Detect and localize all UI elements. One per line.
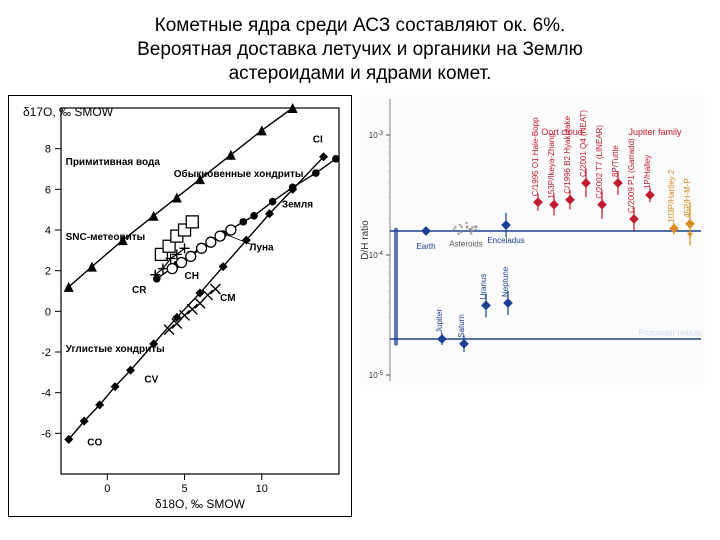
svg-text:Jupiter family: Jupiter family: [628, 127, 682, 137]
svg-text:Asteroids: Asteroids: [449, 240, 482, 249]
svg-text:CV: CV: [144, 375, 158, 386]
svg-text:CO: CO: [87, 438, 102, 449]
svg-text:6: 6: [45, 185, 51, 197]
svg-text:Jupiter: Jupiter: [435, 309, 444, 333]
svg-text:5: 5: [181, 483, 187, 495]
svg-text:D/H ratio: D/H ratio: [360, 220, 371, 260]
svg-text:153P/Ikeya-Zhang: 153P/Ikeya-Zhang: [547, 133, 556, 198]
slide-title: Кометные ядра среди АСЗ составляют ок. 6…: [24, 14, 696, 85]
svg-text:Обыкновенные хондриты: Обыкновенные хондриты: [174, 168, 304, 180]
svg-text:Луна: Луна: [249, 243, 274, 254]
svg-text:C/2002 T7 (LINEAR): C/2002 T7 (LINEAR): [595, 125, 604, 199]
svg-text:C/1995 O1 Hale-Bopp: C/1995 O1 Hale-Bopp: [531, 117, 540, 196]
svg-text:10: 10: [256, 483, 268, 495]
svg-text:2: 2: [45, 266, 51, 278]
svg-text:Enceladus: Enceladus: [487, 236, 524, 245]
svg-text:Углистые хондриты: Углистые хондриты: [66, 344, 165, 355]
svg-text:Земля: Земля: [282, 200, 313, 211]
svg-text:8: 8: [45, 144, 51, 156]
title-line-2: Вероятная доставка летучих и органики на…: [137, 39, 583, 60]
svg-text:Примитивная вода: Примитивная вода: [66, 157, 161, 168]
svg-text:CR: CR: [132, 285, 147, 296]
svg-text:δ17O, ‰ SMOW: δ17O, ‰ SMOW: [23, 105, 114, 119]
dh-ratio-chart: 10-510-410-3D/H ratioEarthAsteroidsEncel…: [360, 95, 705, 385]
svg-text:CI: CI: [313, 135, 323, 146]
svg-text:-2: -2: [41, 347, 51, 359]
svg-text:-4: -4: [41, 388, 51, 400]
svg-text:C/2009 P1 (Garradd): C/2009 P1 (Garradd): [627, 138, 636, 213]
svg-text:1P/Halley: 1P/Halley: [643, 155, 652, 189]
svg-text:SNC-метеориты: SNC-метеориты: [66, 232, 146, 243]
oxygen-isotope-chart: 0 5 10 -6 -4 -2 0 2 4 6 8 δ18O, ‰ SMOW δ17O, ‰ SMOW П…: [8, 95, 352, 517]
svg-text:Oort cloud: Oort cloud: [541, 127, 583, 137]
svg-text:CM: CM: [220, 293, 236, 304]
svg-text:-6: -6: [41, 429, 51, 441]
charts-row: 0 5 10 -6 -4 -2 0 2 4 6 8 δ18O, ‰ SMOW δ17O, ‰ SMOW П…: [0, 95, 720, 517]
svg-text:C/2001 Q4 (NEAT): C/2001 Q4 (NEAT): [579, 110, 588, 177]
svg-text:Protosolar nebula: Protosolar nebula: [639, 329, 702, 338]
svg-text:Neptune: Neptune: [501, 266, 510, 297]
svg-text:8P/Tuttle: 8P/Tuttle: [611, 145, 620, 177]
svg-text:CH: CH: [185, 271, 199, 282]
title-line-1: Кометные ядра среди АСЗ составляют ок. 6…: [155, 15, 566, 36]
svg-text:Uranus: Uranus: [479, 274, 488, 300]
svg-text:0: 0: [104, 483, 110, 495]
svg-text:103P/Hartley 2: 103P/Hartley 2: [667, 169, 676, 222]
svg-text:45P/H-M-P: 45P/H-M-P: [683, 178, 692, 218]
svg-text:4: 4: [45, 225, 51, 237]
svg-text:δ18O, ‰ SMOW: δ18O, ‰ SMOW: [155, 497, 246, 511]
svg-text:0: 0: [45, 307, 51, 319]
svg-text:Earth: Earth: [416, 242, 435, 251]
title-line-3: астероидами и ядрами комет.: [229, 63, 492, 84]
slide: Кометные ядра среди АСЗ составляют ок. 6…: [0, 0, 720, 540]
svg-text:Saturn: Saturn: [457, 314, 466, 338]
